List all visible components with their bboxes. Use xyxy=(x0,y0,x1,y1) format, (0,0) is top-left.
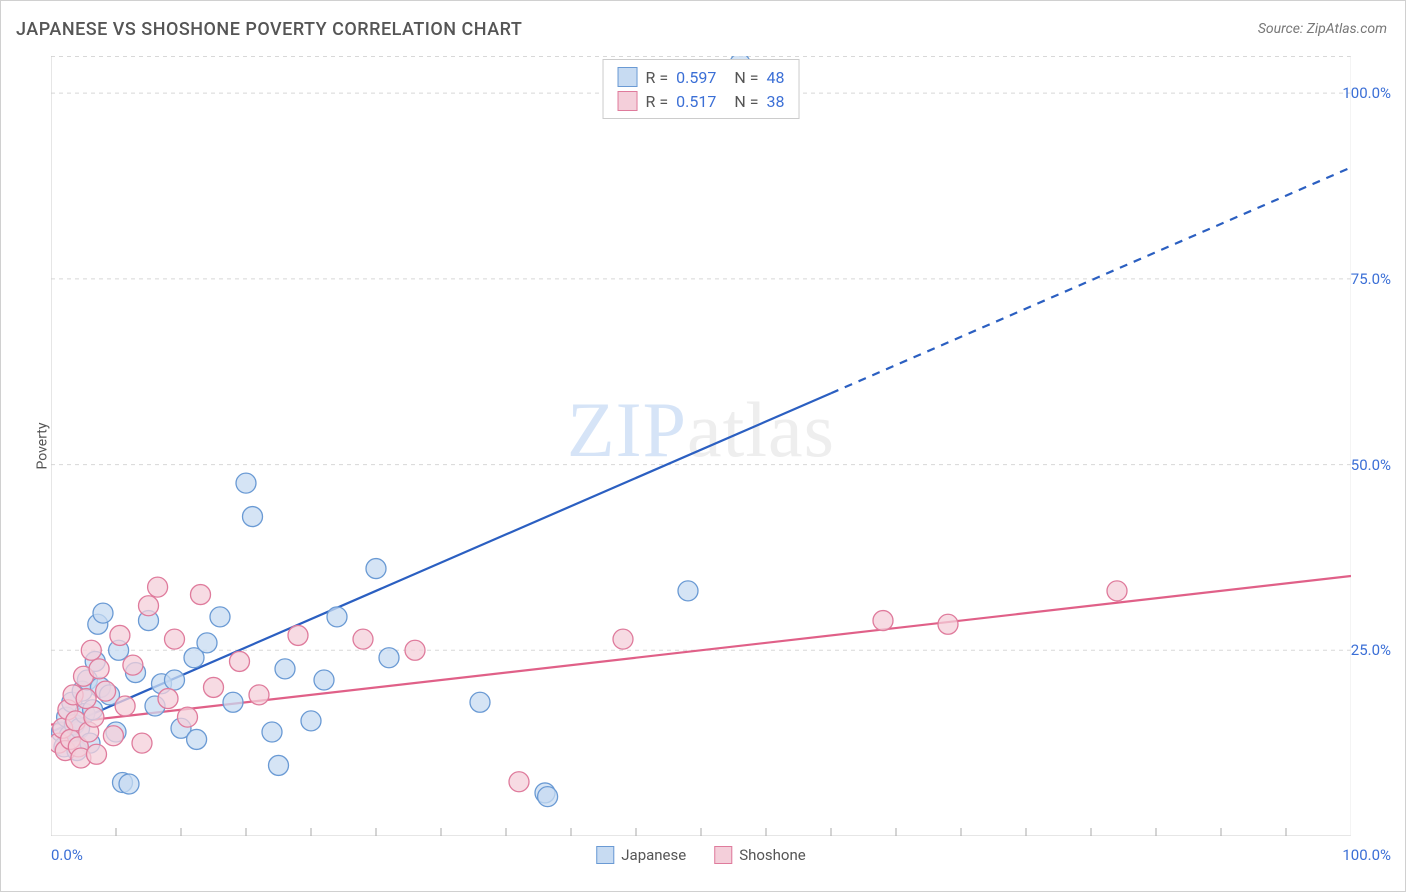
legend-swatch xyxy=(714,846,732,864)
chart-title: JAPANESE VS SHOSHONE POVERTY CORRELATION… xyxy=(16,19,522,40)
legend-swatch xyxy=(596,846,614,864)
r-value: 0.517 xyxy=(676,92,716,111)
chart-container: JAPANESE VS SHOSHONE POVERTY CORRELATION… xyxy=(0,0,1406,892)
series-legend-item: Japanese xyxy=(596,846,686,864)
y-tick-label: 50.0% xyxy=(1351,456,1391,474)
y-tick-label: 100.0% xyxy=(1342,84,1391,102)
series-legend-item: Shoshone xyxy=(714,846,806,864)
x-axis-min-label: 0.0% xyxy=(51,846,83,864)
n-label: N = xyxy=(734,68,758,87)
source-attribution: Source: ZipAtlas.com xyxy=(1258,21,1387,37)
n-value: 48 xyxy=(766,68,784,87)
stats-legend-row: R = 0.517 N = 38 xyxy=(618,89,785,113)
stats-legend-row: R = 0.597 N = 48 xyxy=(618,65,785,89)
plot-area: ZIPatlas 25.0%50.0%75.0%100.0% 0.0% 100.… xyxy=(51,56,1351,836)
n-label: N = xyxy=(734,92,758,111)
r-label: R = xyxy=(646,92,669,111)
y-tick-label: 25.0% xyxy=(1351,641,1391,659)
y-axis-label: Poverty xyxy=(35,422,51,469)
scatter-plot-svg xyxy=(51,56,1351,836)
y-tick-label: 75.0% xyxy=(1351,270,1391,288)
series-legend-label: Japanese xyxy=(621,846,686,864)
series-legend: Japanese Shoshone xyxy=(596,846,805,864)
n-value: 38 xyxy=(766,92,784,111)
r-label: R = xyxy=(646,68,669,87)
r-value: 0.597 xyxy=(676,68,716,87)
stats-legend: R = 0.597 N = 48 R = 0.517 N = 38 xyxy=(603,59,800,119)
x-axis-max-label: 100.0% xyxy=(1342,846,1391,864)
legend-swatch xyxy=(618,91,638,111)
series-legend-label: Shoshone xyxy=(739,846,806,864)
legend-swatch xyxy=(618,67,638,87)
